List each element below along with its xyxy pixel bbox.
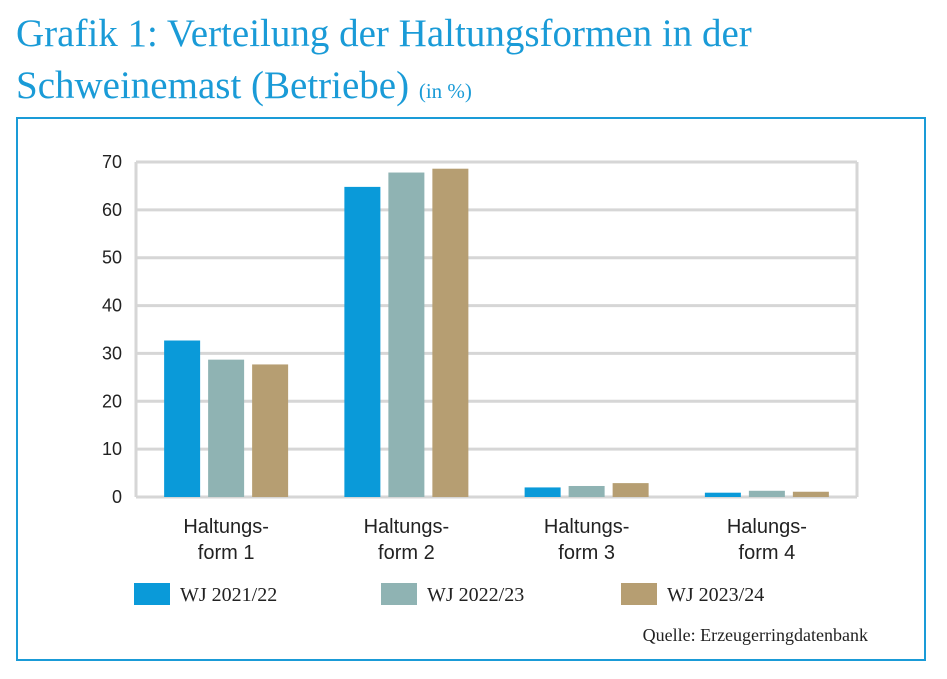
y-tick-label: 30 (102, 343, 122, 363)
legend-label: WJ 2021/22 (180, 584, 277, 606)
title-line-1: Grafik 1: Verteilung der Haltungsformen … (16, 12, 752, 55)
legend-swatch (621, 583, 657, 605)
source-note: Quelle: Erzeugerringdatenbank (643, 625, 868, 645)
legend-swatch (381, 583, 417, 605)
x-category-label: Haltungs- (544, 516, 630, 538)
bar (208, 359, 245, 497)
bars (164, 168, 829, 497)
bar (748, 490, 785, 497)
y-axis: 0 10 20 30 40 50 60 70 (102, 152, 122, 507)
y-tick-label: 60 (102, 200, 122, 220)
x-category-label: Haltungs- (364, 516, 450, 538)
gridlines (134, 160, 859, 499)
y-tick-label: 50 (102, 248, 122, 268)
title-line-2: Schweinemast (Betriebe) (16, 64, 410, 107)
bar (568, 485, 605, 497)
bar (432, 168, 469, 497)
bar (164, 340, 201, 497)
y-tick-label: 70 (102, 152, 122, 172)
x-category-label: form 1 (198, 542, 255, 564)
bar (344, 186, 381, 497)
bar (792, 491, 829, 497)
title-unit: (in %) (418, 79, 472, 103)
x-category-label: Haltungs- (183, 516, 269, 538)
x-category-label: form 3 (558, 542, 615, 564)
bar (704, 492, 741, 497)
chart-frame (16, 117, 926, 661)
x-category-label: form 4 (739, 542, 796, 564)
bar (612, 483, 649, 497)
bar (252, 364, 289, 497)
bar (388, 172, 425, 497)
chart-title: Grafik 1: Verteilung der Haltungsformen … (16, 8, 752, 117)
y-tick-label: 20 (102, 391, 122, 411)
legend-label: WJ 2023/24 (667, 584, 764, 606)
x-category-label: Halungs- (727, 516, 807, 538)
x-category-label: form 2 (378, 542, 435, 564)
x-axis: Haltungs-form 1 Haltungs-form 2 Haltungs-f… (183, 516, 807, 564)
y-tick-label: 40 (102, 296, 122, 316)
legend-label: WJ 2022/23 (427, 584, 524, 606)
y-tick-label: 0 (112, 487, 122, 507)
bar (524, 487, 561, 497)
legend: WJ 2021/22 WJ 2022/23 WJ 2023/24 (134, 583, 764, 606)
y-tick-label: 10 (102, 439, 122, 459)
legend-swatch (134, 583, 170, 605)
